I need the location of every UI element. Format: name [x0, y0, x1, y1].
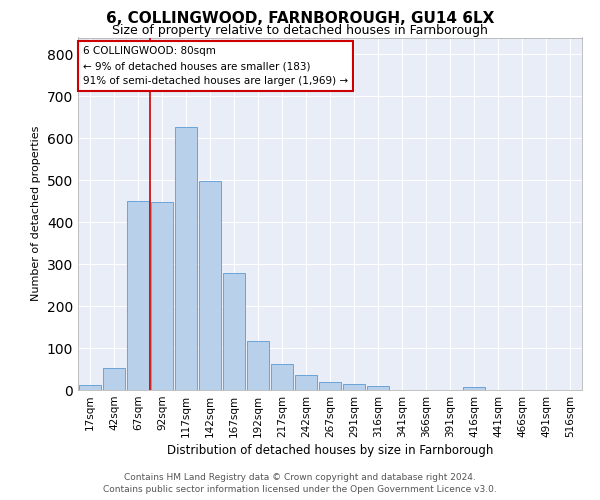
Bar	[79, 385, 101, 390]
Bar	[295, 376, 317, 390]
Text: 6 COLLINGWOOD: 80sqm
← 9% of detached houses are smaller (183)
91% of semi-detac: 6 COLLINGWOOD: 80sqm ← 9% of detached ho…	[83, 46, 348, 86]
Bar	[151, 202, 173, 390]
Bar	[319, 382, 341, 390]
Text: Contains HM Land Registry data © Crown copyright and database right 2024.
Contai: Contains HM Land Registry data © Crown c…	[103, 472, 497, 494]
X-axis label: Distribution of detached houses by size in Farnborough: Distribution of detached houses by size …	[167, 444, 493, 457]
Bar	[103, 368, 125, 390]
Bar	[343, 384, 365, 390]
Bar	[199, 182, 221, 390]
Bar	[463, 386, 485, 390]
Bar	[247, 341, 269, 390]
Y-axis label: Number of detached properties: Number of detached properties	[31, 126, 41, 302]
Text: 6, COLLINGWOOD, FARNBOROUGH, GU14 6LX: 6, COLLINGWOOD, FARNBOROUGH, GU14 6LX	[106, 11, 494, 26]
Text: Size of property relative to detached houses in Farnborough: Size of property relative to detached ho…	[112, 24, 488, 37]
Bar	[271, 364, 293, 390]
Bar	[127, 201, 149, 390]
Bar	[175, 127, 197, 390]
Bar	[223, 274, 245, 390]
Bar	[367, 386, 389, 390]
